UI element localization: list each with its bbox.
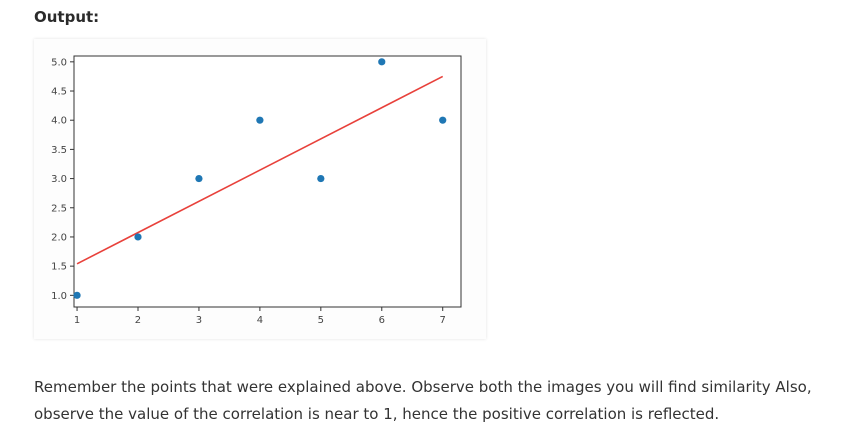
y-tick-label: 1.5 xyxy=(51,262,67,273)
data-point xyxy=(195,174,203,183)
y-tick-label: 4.0 xyxy=(51,116,67,127)
y-tick-label: 4.5 xyxy=(51,87,67,98)
plot-frame xyxy=(73,55,462,308)
y-tick-label: 3.0 xyxy=(51,174,67,185)
output-heading: Output: xyxy=(34,8,100,26)
regression-line xyxy=(76,75,444,265)
x-tick-label: 1 xyxy=(74,315,80,326)
x-tick-label: 4 xyxy=(257,315,263,326)
y-tick-label: 5.0 xyxy=(51,57,67,68)
data-point xyxy=(256,116,264,124)
data-point xyxy=(317,174,325,183)
chart-figure: 1.0 1.5 2.0 2.5 3.0 3.5 4.0 4.5 5.0 1 2 3 4 5 6 7 xyxy=(34,39,486,339)
y-tick-label: 3.5 xyxy=(51,145,67,156)
caption-text: Remember the points that were explained … xyxy=(34,378,812,423)
y-tick-label: 2.5 xyxy=(51,203,67,214)
y-tick-label: 1.0 xyxy=(51,291,67,302)
data-point xyxy=(134,233,142,241)
x-tick-label: 6 xyxy=(379,315,385,326)
data-point xyxy=(378,58,386,66)
x-tick-label: 7 xyxy=(440,315,446,326)
scatter-chart: 1.0 1.5 2.0 2.5 3.0 3.5 4.0 4.5 5.0 1 2 3 4 5 6 7 xyxy=(51,55,462,326)
data-point xyxy=(439,116,447,124)
x-tick-label: 5 xyxy=(318,315,324,326)
x-tick-label: 3 xyxy=(196,315,202,326)
x-tick-label: 2 xyxy=(135,315,141,326)
data-point xyxy=(73,291,81,299)
y-tick-label: 2.0 xyxy=(51,232,67,243)
